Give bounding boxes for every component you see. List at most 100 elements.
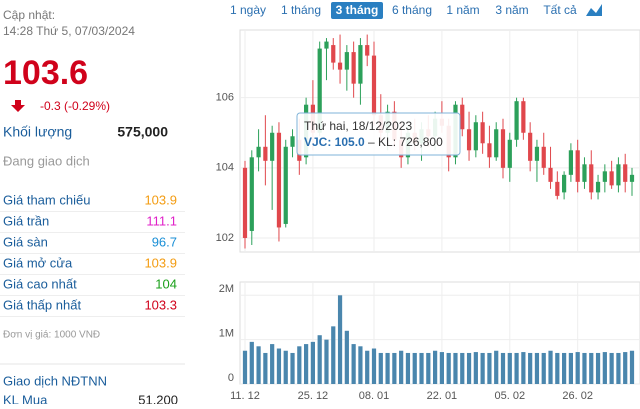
volume-bar xyxy=(480,352,485,384)
y-tick-label: 106 xyxy=(216,92,234,104)
volume-bar xyxy=(433,350,438,384)
volume-bar xyxy=(270,344,275,384)
volume: 575,000 xyxy=(117,124,168,140)
candle-body xyxy=(541,146,546,168)
candle-body xyxy=(568,150,573,175)
volume-bar xyxy=(385,352,390,384)
row-label: Giá cao nhất xyxy=(3,276,77,291)
candle-body xyxy=(466,129,472,151)
tooltip-box xyxy=(296,112,461,156)
volume-bar xyxy=(324,339,329,384)
candle-body xyxy=(562,174,567,193)
tab[interactable]: 1 ngày xyxy=(230,3,266,17)
y2-tick-label: 2M xyxy=(219,283,234,295)
volume-bar xyxy=(541,352,546,384)
candle-body xyxy=(582,164,587,182)
tab[interactable]: 1 tháng xyxy=(281,3,321,17)
candle-body xyxy=(609,171,614,186)
volume-bar xyxy=(297,346,302,384)
tabs: 1 ngày 1 tháng 3 tháng 6 tháng 1 năm 3 năm Tất… xyxy=(230,2,577,19)
volume-bar xyxy=(582,352,587,384)
volume-bar xyxy=(331,326,336,384)
volume-bar xyxy=(534,352,540,384)
tooltip-values: VJC: 105.0 – KL: 726,800 xyxy=(304,135,443,149)
y-tick-label: 102 xyxy=(216,232,234,244)
volume-bar xyxy=(575,352,580,384)
volume-bar xyxy=(609,352,614,384)
tab[interactable]: 3 năm xyxy=(495,3,528,17)
row-value: 103.3 xyxy=(144,297,177,312)
volume-bar xyxy=(337,295,343,384)
x-tick-label: 11. 12 xyxy=(230,390,260,402)
volume-bar xyxy=(500,352,506,384)
candle-body xyxy=(290,136,295,147)
x-tick-label: 26. 02 xyxy=(562,390,593,402)
volume-label: Khối lượng xyxy=(3,124,72,140)
volume-bar xyxy=(528,352,533,384)
candle-body xyxy=(589,164,594,193)
candle-body xyxy=(371,55,377,116)
chart-icon[interactable] xyxy=(586,4,602,16)
candle-body xyxy=(575,150,580,182)
volume-bar xyxy=(623,352,628,384)
candle-body xyxy=(276,132,282,228)
candle-body xyxy=(480,122,485,144)
tooltip-price: VJC: 105.0 xyxy=(304,135,365,149)
x-tick-label: 05. 02 xyxy=(494,390,525,402)
volume-bar xyxy=(317,335,322,384)
volume-bar xyxy=(283,350,288,384)
candle-body xyxy=(324,41,329,49)
row-value: 104 xyxy=(155,276,177,291)
y2-tick-label: 1M xyxy=(219,328,234,340)
y-tick-label: 104 xyxy=(216,162,234,174)
volume-bar xyxy=(473,352,478,384)
x-tick-label: 08. 01 xyxy=(359,390,390,402)
row-value: 103.9 xyxy=(144,255,177,270)
volume-bar xyxy=(507,352,512,384)
candle-body xyxy=(365,45,370,56)
candle-body xyxy=(358,45,363,84)
x-tick-label: 22. 01 xyxy=(427,390,458,402)
volume-bar xyxy=(399,350,404,384)
tab[interactable]: Tất cả xyxy=(543,3,577,17)
candle-body xyxy=(548,167,553,182)
candle-body xyxy=(473,122,478,151)
volume-bar xyxy=(263,352,268,384)
candle-body xyxy=(283,146,288,224)
tab[interactable]: 1 năm xyxy=(446,3,479,17)
tab[interactable]: 6 tháng xyxy=(392,3,432,17)
candle-body xyxy=(629,174,635,182)
volume-bar xyxy=(290,352,295,384)
volume-bar xyxy=(562,352,567,384)
volume-bar xyxy=(378,352,383,384)
volume-bar xyxy=(344,330,349,384)
candle-body xyxy=(500,129,506,168)
volume-bar xyxy=(426,352,431,384)
candle-body xyxy=(263,146,268,161)
price-frame xyxy=(239,29,640,253)
row-label: Giá mở cửa xyxy=(3,255,73,270)
candle-body xyxy=(337,62,343,70)
tooltip-volume: – KL: 726,800 xyxy=(365,135,443,149)
volume-bar xyxy=(310,341,315,384)
x-tick-label: 25. 12 xyxy=(298,390,329,402)
candle-body xyxy=(507,139,512,168)
volume-bar xyxy=(466,352,472,384)
tooltip: Thứ hai, 18/12/2023 VJC: 105.0 – KL: 726… xyxy=(296,112,461,156)
volume-bar xyxy=(412,352,417,384)
volume-bar xyxy=(405,352,411,384)
plot: 102 104 106 0 1M 2M 11. 12 25. 12 08. 01 22. 01 05… xyxy=(216,30,640,402)
y2-tick-label: 0 xyxy=(228,372,234,384)
volume-bar xyxy=(351,344,356,384)
candle-body xyxy=(317,48,322,133)
tab[interactable]: 3 tháng xyxy=(336,3,379,17)
volume-bar xyxy=(568,352,573,384)
volume-bar xyxy=(439,352,444,384)
candle-body xyxy=(249,157,254,231)
volume-bar xyxy=(548,350,553,384)
volume-bar xyxy=(629,350,635,384)
volume-bar xyxy=(358,346,363,384)
volume-bar xyxy=(419,352,424,384)
candle-body xyxy=(595,181,601,193)
